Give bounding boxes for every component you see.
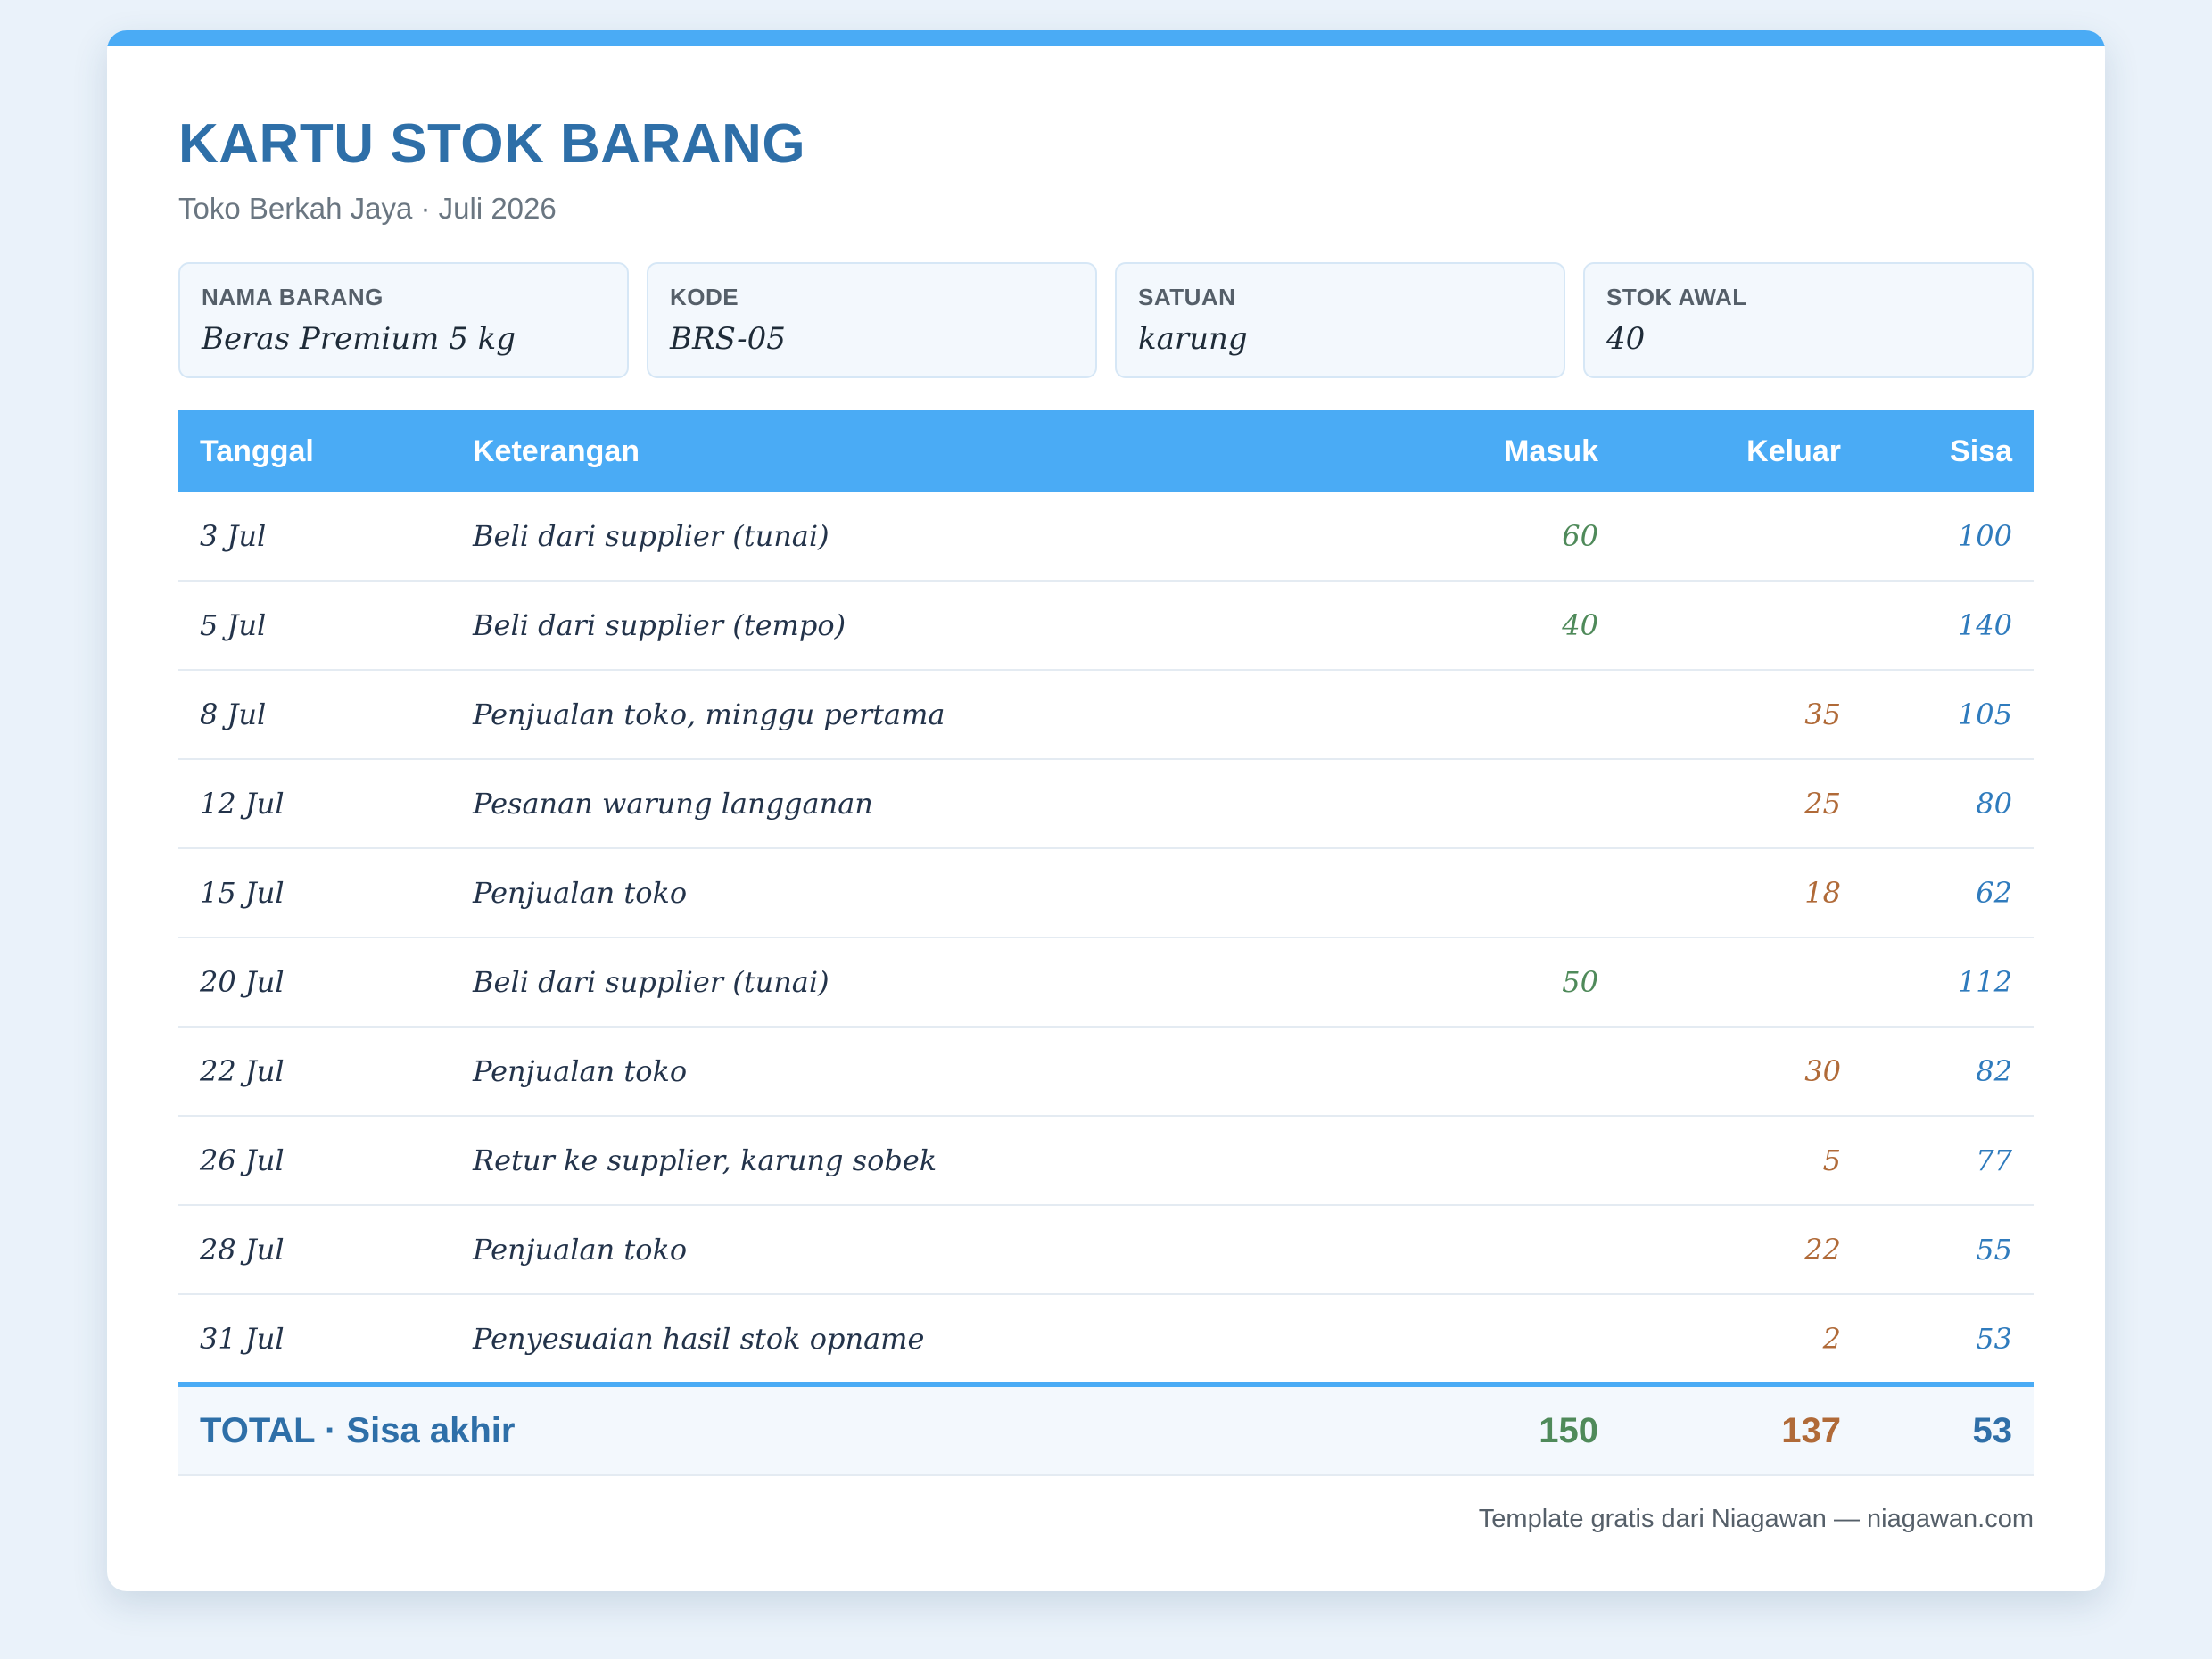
card-body: KARTU STOK BARANG Toko Berkah Jaya · Jul… xyxy=(107,112,2105,1534)
cell-keterangan: Pesanan warung langganan xyxy=(451,759,1381,849)
col-header-keterangan: Keterangan xyxy=(451,410,1381,492)
col-header-sisa: Sisa xyxy=(1862,410,2034,492)
table-row: 31 Jul Penyesuaian hasil stok opname 2 5… xyxy=(178,1294,2034,1386)
cell-keterangan: Retur ke supplier, karung sobek xyxy=(451,1116,1381,1206)
info-label: STOK AWAL xyxy=(1606,284,1747,310)
cell-tanggal: 5 Jul xyxy=(178,581,451,671)
cell-sisa: 53 xyxy=(1862,1294,2034,1386)
cell-sisa: 112 xyxy=(1862,937,2034,1028)
cell-tanggal: 22 Jul xyxy=(178,1027,451,1117)
cell-sisa: 77 xyxy=(1862,1116,2034,1206)
cell-tanggal: 28 Jul xyxy=(178,1205,451,1295)
table-row: 22 Jul Penjualan toko 30 82 xyxy=(178,1027,2034,1117)
cell-keterangan: Beli dari supplier (tempo) xyxy=(451,581,1381,671)
cell-masuk xyxy=(1381,759,1620,849)
cell-sisa: 82 xyxy=(1862,1027,2034,1117)
cell-masuk xyxy=(1381,848,1620,938)
info-value: Beras Premium 5 kg xyxy=(202,321,516,357)
cell-keluar: 22 xyxy=(1620,1205,1862,1295)
cell-sisa: 55 xyxy=(1862,1205,2034,1295)
cell-tanggal: 12 Jul xyxy=(178,759,451,849)
cell-tanggal: 31 Jul xyxy=(178,1294,451,1386)
col-header-masuk: Masuk xyxy=(1381,410,1620,492)
table-row: 28 Jul Penjualan toko 22 55 xyxy=(178,1205,2034,1295)
cell-sisa: 80 xyxy=(1862,759,2034,849)
info-label: SATUAN xyxy=(1138,284,1236,310)
cell-keluar xyxy=(1620,492,1862,582)
cell-sisa: 62 xyxy=(1862,848,2034,938)
cell-keluar: 18 xyxy=(1620,848,1862,938)
cell-masuk xyxy=(1381,1027,1620,1117)
info-label: NAMA BARANG xyxy=(202,284,384,310)
cell-tanggal: 15 Jul xyxy=(178,848,451,938)
item-info-grid: NAMA BARANG Beras Premium 5 kg KODE BRS-… xyxy=(178,262,2034,378)
cell-masuk: 40 xyxy=(1381,581,1620,671)
cell-masuk xyxy=(1381,1205,1620,1295)
table-row: 12 Jul Pesanan warung langganan 25 80 xyxy=(178,759,2034,849)
info-label: KODE xyxy=(670,284,739,310)
page-subtitle: Toko Berkah Jaya · Juli 2026 xyxy=(178,192,557,225)
page-title: KARTU STOK BARANG xyxy=(178,113,806,175)
col-header-tanggal: Tanggal xyxy=(178,410,451,492)
info-value: BRS-05 xyxy=(670,321,786,357)
info-value: 40 xyxy=(1606,321,1646,357)
cell-keluar: 30 xyxy=(1620,1027,1862,1117)
cell-tanggal: 3 Jul xyxy=(178,492,451,582)
cell-keterangan: Penjualan toko xyxy=(451,1205,1381,1295)
cell-keterangan: Penjualan toko xyxy=(451,1027,1381,1117)
cell-masuk xyxy=(1381,1294,1620,1386)
cell-masuk xyxy=(1381,670,1620,760)
cell-keterangan: Beli dari supplier (tunai) xyxy=(451,492,1381,582)
footer-credit: Template gratis dari Niagawan — niagawan… xyxy=(1478,1505,2034,1533)
total-keluar: 137 xyxy=(1620,1382,1862,1476)
cell-masuk: 50 xyxy=(1381,937,1620,1028)
cell-sisa: 100 xyxy=(1862,492,2034,582)
accent-bar xyxy=(107,30,2105,46)
table-row: 5 Jul Beli dari supplier (tempo) 40 140 xyxy=(178,581,2034,671)
cell-masuk xyxy=(1381,1116,1620,1206)
cell-keterangan: Penjualan toko xyxy=(451,848,1381,938)
total-row: TOTAL · Sisa akhir 150 137 53 xyxy=(178,1382,2034,1476)
info-box-satuan: SATUAN karung xyxy=(1115,262,1565,378)
cell-tanggal: 20 Jul xyxy=(178,937,451,1028)
info-box-nama-barang: NAMA BARANG Beras Premium 5 kg xyxy=(178,262,629,378)
cell-keluar xyxy=(1620,937,1862,1028)
info-value: karung xyxy=(1138,321,1248,357)
cell-sisa: 140 xyxy=(1862,581,2034,671)
info-box-kode: KODE BRS-05 xyxy=(647,262,1097,378)
table-row: 8 Jul Penjualan toko, minggu pertama 35 … xyxy=(178,670,2034,760)
table-row: 20 Jul Beli dari supplier (tunai) 50 112 xyxy=(178,937,2034,1028)
table-row: 26 Jul Retur ke supplier, karung sobek 5… xyxy=(178,1116,2034,1206)
cell-keluar: 2 xyxy=(1620,1294,1862,1386)
cell-keluar: 25 xyxy=(1620,759,1862,849)
cell-keterangan: Penjualan toko, minggu pertama xyxy=(451,670,1381,760)
total-label: TOTAL · Sisa akhir xyxy=(178,1382,1381,1476)
cell-keterangan: Penyesuaian hasil stok opname xyxy=(451,1294,1381,1386)
cell-sisa: 105 xyxy=(1862,670,2034,760)
cell-keluar: 35 xyxy=(1620,670,1862,760)
col-header-keluar: Keluar xyxy=(1620,410,1862,492)
cell-keluar: 5 xyxy=(1620,1116,1862,1206)
cell-masuk: 60 xyxy=(1381,492,1620,582)
total-sisa: 53 xyxy=(1862,1382,2034,1476)
table-header-row: Tanggal Keterangan Masuk Keluar Sisa xyxy=(178,410,2034,492)
table-row: 3 Jul Beli dari supplier (tunai) 60 100 xyxy=(178,492,2034,582)
table-row: 15 Jul Penjualan toko 18 62 xyxy=(178,848,2034,938)
cell-tanggal: 8 Jul xyxy=(178,670,451,760)
cell-keluar xyxy=(1620,581,1862,671)
stock-card: KARTU STOK BARANG Toko Berkah Jaya · Jul… xyxy=(107,30,2105,1591)
stock-table: Tanggal Keterangan Masuk Keluar Sisa 3 J… xyxy=(178,410,2034,1476)
cell-tanggal: 26 Jul xyxy=(178,1116,451,1206)
info-box-stok-awal: STOK AWAL 40 xyxy=(1583,262,2034,378)
total-masuk: 150 xyxy=(1381,1382,1620,1476)
cell-keterangan: Beli dari supplier (tunai) xyxy=(451,937,1381,1028)
